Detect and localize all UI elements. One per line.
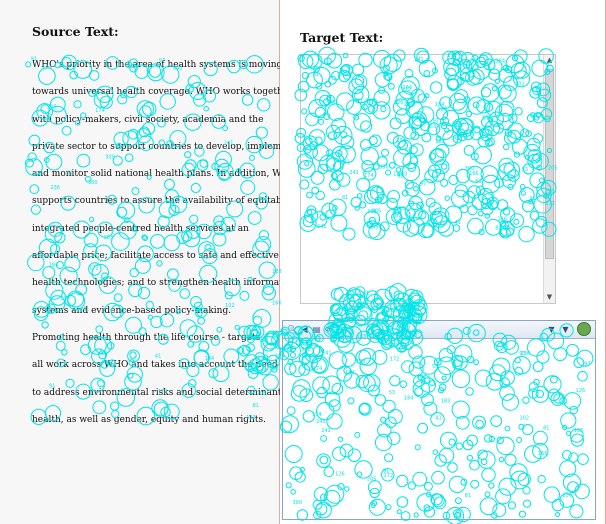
source-text: WHO's priority in the area of health sys… (32, 58, 298, 440)
viewer-toolbar: 🔍 ◀ ▤ ⟳ ▼ ▼ (283, 321, 595, 339)
source-line: all work across WHO and takes into accou… (32, 360, 278, 371)
refresh-icon[interactable]: ⟳ (325, 325, 332, 334)
target-scrollbar[interactable]: ▲ ▼ (543, 55, 555, 303)
zoom-icon[interactable]: 🔍 (287, 325, 298, 334)
source-line: supports countries to assure the availab… (32, 196, 291, 207)
source-line: Promoting health through the life course… (32, 332, 261, 343)
source-line: and monitor solid national health plans.… (32, 169, 297, 180)
target-panel: Target Text: ▲ ▼ 🔍 ◀ ▤ ⟳ ▼ ▼ (280, 0, 606, 524)
source-line: WHO's priority in the area of health sys… (32, 60, 283, 70)
source-line: to address environmental risks and socia… (32, 387, 298, 398)
app-logo-icon (577, 322, 591, 336)
source-line: health technologies; and to strengthen h… (32, 278, 297, 289)
source-line: integrated people-centred health service… (32, 223, 249, 234)
source-line: affordable price; facilitate access to s… (32, 251, 279, 262)
scroll-up-icon[interactable]: ▲ (546, 56, 553, 64)
source-line: health, as well as gender, equity and hu… (32, 414, 266, 425)
page-icon[interactable]: ▤ (312, 325, 321, 334)
dropdown-icon[interactable]: ▼ (562, 325, 569, 334)
scroll-down-icon[interactable]: ▼ (546, 293, 553, 301)
target-text-input[interactable]: ▲ ▼ (300, 54, 556, 304)
source-line: with policy-makers, civil society, acade… (32, 114, 264, 125)
source-title: Source Text: (32, 24, 119, 39)
source-line: private sector to support countries to d… (32, 141, 296, 152)
target-title: Target Text: (300, 30, 384, 45)
scroll-thumb[interactable] (545, 69, 554, 259)
dropdown-icon[interactable]: ▼ (548, 325, 555, 334)
source-line: towards universal health coverage. WHO w… (32, 87, 293, 98)
viewer-window: 🔍 ◀ ▤ ⟳ ▼ ▼ (282, 320, 596, 520)
source-panel: Source Text: WHO's priority in the area … (0, 0, 298, 524)
back-icon[interactable]: ◀ (301, 325, 308, 334)
source-line: systems and evidence-based policy-making… (32, 305, 232, 316)
